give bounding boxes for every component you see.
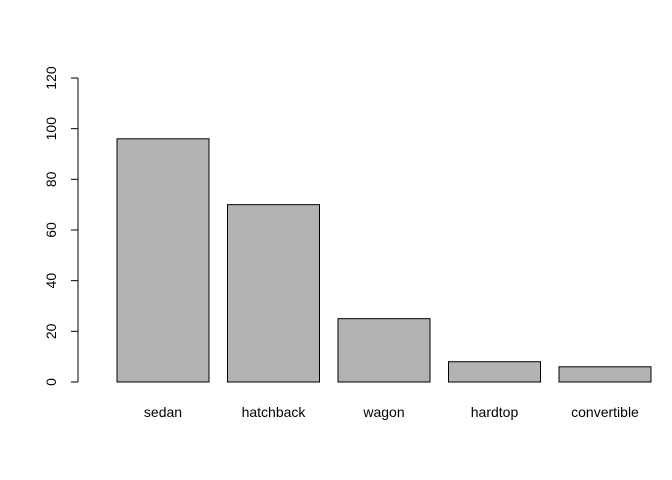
y-tick-label: 0 <box>43 378 59 386</box>
bar-wagon <box>337 318 431 383</box>
category-label: convertible <box>571 404 639 420</box>
y-tick-label: 120 <box>43 66 59 90</box>
bar-convertible <box>558 366 652 383</box>
y-tick-label: 40 <box>43 273 59 289</box>
bar-sedan <box>116 138 210 383</box>
category-label: hardtop <box>471 404 519 420</box>
x-axis-labels: sedan hatchback wagon hardtop convertible <box>144 404 639 420</box>
category-label: sedan <box>144 404 182 420</box>
bar-hatchback <box>227 204 320 383</box>
y-axis: 0 20 40 60 80 100 120 <box>43 66 79 386</box>
category-label: wagon <box>362 404 404 420</box>
y-tick-label: 100 <box>43 117 59 141</box>
bar-hardtop <box>448 361 541 383</box>
y-tick-label: 60 <box>43 222 59 238</box>
y-tick-label: 80 <box>43 171 59 187</box>
bars <box>116 138 652 383</box>
category-label: hatchback <box>242 404 307 420</box>
y-tick-label: 20 <box>43 323 59 339</box>
